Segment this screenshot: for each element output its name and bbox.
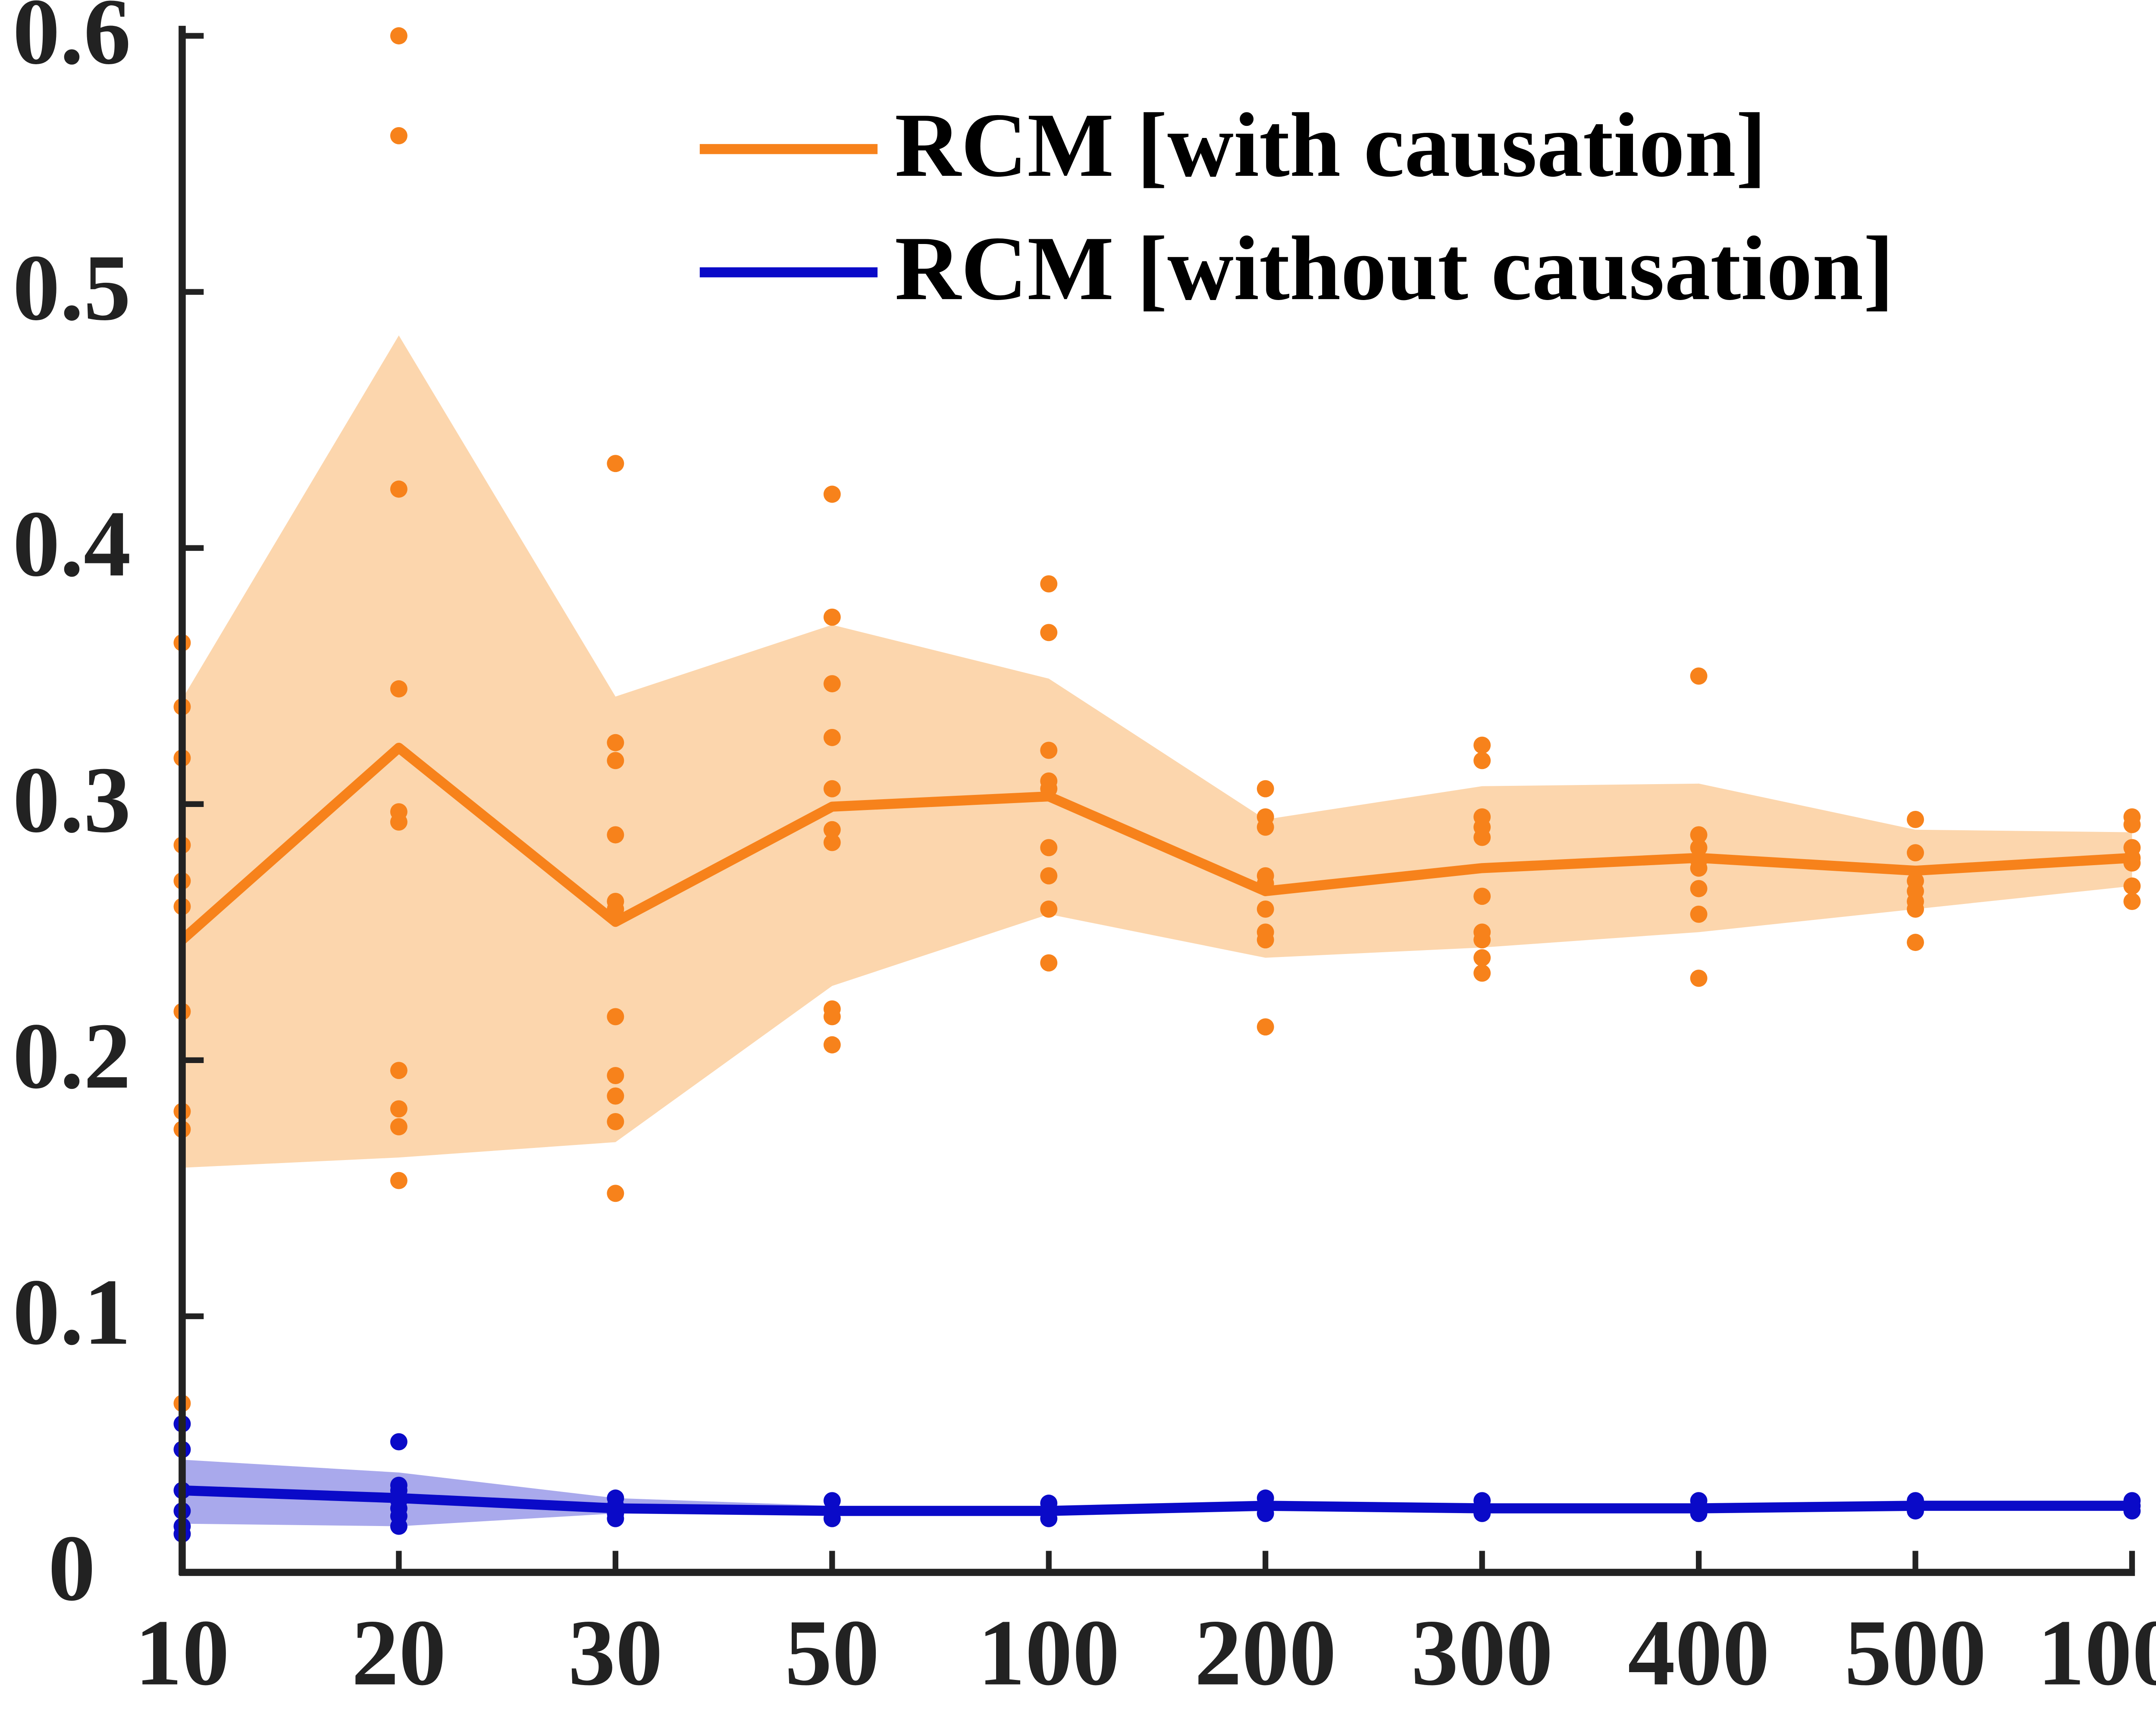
y-tick-label: 0.4 [13, 491, 131, 596]
sample-point [390, 813, 407, 831]
sample-point [1907, 811, 1924, 828]
sample-point [607, 734, 624, 751]
sample-point [1257, 818, 1274, 836]
y-tick-label: 0.1 [13, 1260, 131, 1364]
sample-point [607, 1510, 624, 1527]
sample-point [1257, 931, 1274, 949]
sample-point [390, 1172, 407, 1189]
y-tick-label: 0.6 [13, 0, 131, 84]
sample-point [1690, 839, 1708, 857]
x-tick-label: 1000 [2037, 1600, 2156, 1705]
sample-point [1473, 736, 1491, 754]
sample-point [1473, 752, 1491, 769]
sample-point [1473, 829, 1491, 846]
sample-point [1040, 575, 1058, 593]
sample-point [1040, 839, 1058, 857]
sample-point [2123, 893, 2141, 910]
sample-point [1040, 741, 1058, 759]
sample-point [1257, 900, 1274, 918]
sample-point [823, 1036, 841, 1054]
mean-line [179, 742, 2133, 944]
sample-point [390, 1118, 407, 1135]
sample-point [1907, 844, 1924, 862]
sample-point [390, 127, 407, 144]
sample-point [1473, 931, 1491, 949]
sample-point [2123, 816, 2141, 833]
x-tick-label: 500 [1844, 1600, 1986, 1705]
x-tick-label: 20 [351, 1600, 446, 1705]
sample-point [1690, 859, 1708, 877]
sample-point [1040, 867, 1058, 885]
sample-point [823, 729, 841, 746]
sample-point [390, 480, 407, 498]
sample-point [390, 1433, 407, 1451]
y-tick-label: 0 [48, 1516, 96, 1620]
y-tick-label: 0.3 [13, 747, 131, 852]
sample-point [823, 780, 841, 797]
sample-point [390, 27, 407, 45]
sample-point [607, 752, 624, 769]
sample-point [1257, 1018, 1274, 1036]
x-tick-label: 200 [1194, 1600, 1336, 1705]
confidence-band [182, 335, 2132, 1168]
sample-point [823, 675, 841, 693]
sample-point [607, 1185, 624, 1202]
sample-point [1690, 826, 1708, 844]
sample-point [607, 1008, 624, 1026]
sample-point [1257, 780, 1274, 797]
sample-point [1907, 900, 1924, 918]
sample-point [1040, 954, 1058, 972]
sample-point [1040, 624, 1058, 641]
sample-point [823, 1008, 841, 1026]
sample-point [607, 455, 624, 472]
x-tick-label: 50 [785, 1600, 879, 1705]
sample-point [607, 1113, 624, 1130]
sample-point [1690, 667, 1708, 685]
sample-point [390, 1100, 407, 1118]
sample-point [607, 1087, 624, 1105]
sample-point [1473, 964, 1491, 982]
sample-point [1473, 888, 1491, 905]
sample-point [823, 834, 841, 851]
sample-point [1690, 905, 1708, 923]
sample-point [823, 821, 841, 838]
sample-point [390, 1517, 407, 1535]
x-tick-label: 300 [1411, 1600, 1553, 1705]
sample-point [2123, 877, 2141, 895]
legend-label: RCM [with causation] [895, 94, 1766, 196]
sample-point [1473, 949, 1491, 966]
x-tick-label: 100 [978, 1600, 1120, 1705]
sample-point [1690, 969, 1708, 987]
sample-point [390, 1062, 407, 1079]
sample-point [823, 485, 841, 503]
x-tick-label: 400 [1628, 1600, 1770, 1705]
sample-point [1690, 880, 1708, 898]
sample-point [823, 608, 841, 626]
sample-point [1907, 934, 1924, 951]
mean-line [182, 1485, 2132, 1516]
sample-point [607, 826, 624, 844]
sample-point [390, 680, 407, 697]
y-tick-label: 0.5 [13, 235, 131, 340]
sample-point [1040, 900, 1058, 918]
confidence-band [182, 1460, 2132, 1526]
sample-point [607, 1067, 624, 1084]
x-tick-label: 30 [568, 1600, 663, 1705]
x-tick-label: 10 [135, 1600, 229, 1705]
y-tick-label: 0.2 [13, 1004, 131, 1108]
legend-label: RCM [without causation] [895, 218, 1894, 319]
